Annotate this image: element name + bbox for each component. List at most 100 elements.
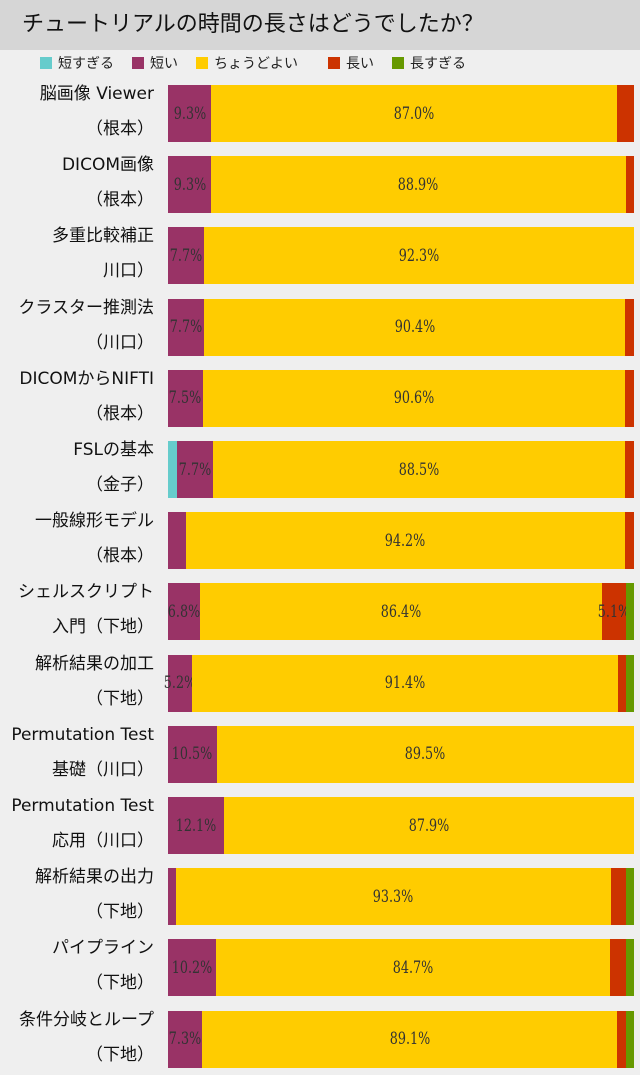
data-label: 10.2% [171,957,213,978]
legend-item: 長すぎる [392,53,466,73]
bar-segment-2: 7.7% [168,298,204,356]
bar-row: Permutation Test 基礎（川口） 10.5% 89.5% [0,725,640,783]
bar-row: シェルスクリプト入門（下地） 6.8% 86.4% 5.1% [0,582,640,641]
category-label-line: Permutation Test [11,724,154,745]
stacked-bar: 10.2% 84.7% [168,939,634,997]
stacked-bar: 93.3% [168,868,634,926]
bar-segment-4 [625,156,634,214]
category-label-line: 解析結果の加工 [35,653,154,674]
category-label: クラスター推測法 （川口） [0,291,154,361]
stacked-bar: 10.5% 89.5% [168,725,634,783]
category-label-line: （川口） [86,332,154,353]
bar-segment-3: 87.0% [211,85,617,142]
bar-segment-3: 91.4% [192,654,619,712]
data-label: 93.3% [373,886,414,907]
bar-row: クラスター推測法 （川口） 7.7% 90.4% [0,298,640,356]
bar-segment-5 [626,654,634,712]
bar-segment-2: 9.3% [168,85,212,142]
category-label: 解析結果の出力 （下地） [0,860,154,930]
category-label-line: 脳画像 Viewer [39,84,154,104]
category-label-line: （下地） [86,973,154,994]
category-label: 解析結果の加工 （下地） [0,647,154,717]
bar-row: 多重比較補正 川口） 7.7% 92.3% [0,226,640,285]
data-label: 88.9% [398,174,439,195]
category-label: DICOMからNIFTI （根本） [0,362,154,432]
bar-segment-2: 7.5% [168,369,203,427]
stacked-bar: 7.3% 89.1% [168,1010,634,1068]
legend-label: 短すぎる [58,56,114,72]
data-label: 87.9% [408,815,450,836]
bar-segment-4 [625,441,634,498]
data-label: 88.5% [398,459,440,480]
category-label: 条件分岐とループ （下地） [0,1003,154,1073]
bar-segment-4 [616,85,634,142]
bar-segment-1 [168,441,177,498]
stacked-bar: 5.2% 91.4% [164,654,634,712]
data-label: 89.1% [389,1029,430,1050]
bar-segment-2: 7.7% [176,441,213,498]
bar-segment-3: 88.5% [212,441,626,498]
data-label: 5.2% [163,673,197,694]
bar-segment-2 [168,868,176,926]
category-label-line: 解析結果の出力 [35,867,154,888]
legend-swatch [392,57,404,69]
bar-row: Permutation Test 応用（川口） 12.1% 87.9% [0,796,640,854]
category-label-line: 入門（下地） [52,617,154,638]
category-label: FSLの基本 （金子） [0,433,154,503]
stacked-bar: 6.8% 86.4% 5.1% [167,583,634,641]
category-label-line: 条件分岐とループ [19,1009,154,1030]
category-label: DICOM画像 （根本） [0,148,154,218]
category-label-line: シェルスクリプト [18,582,154,603]
bar-row: 解析結果の加工 （下地） 5.2% 91.4% [0,654,640,712]
bar-segment-3: 89.5% [216,725,634,783]
category-label: 多重比較補正 川口） [0,219,154,289]
stacked-bar: 7.7% 92.3% [168,227,634,285]
category-label-line: DICOM画像 [61,155,154,176]
bar-segment-4: 5.1% [598,583,630,641]
data-label: 90.6% [393,388,435,409]
data-label: 5.1% [597,601,631,622]
legend-label: 短い [150,56,178,72]
bar-segment-2: 7.7% [168,227,204,285]
data-label: 10.5% [172,744,213,765]
data-label: 9.3% [173,103,206,124]
bar-row: 脳画像 Viewer （根本） 9.3% 87.0% [0,84,640,142]
category-label-line: （根本） [86,546,154,567]
stacked-bar: 7.5% 90.6% [168,369,634,427]
bar-segment-5 [625,1010,634,1068]
legend-label: 長い [346,56,374,72]
category-label-line: 応用（川口） [52,831,154,851]
category-label: Permutation Test 基礎（川口） [0,718,154,788]
bar-segment-5 [626,583,634,641]
legend-swatch [196,57,208,69]
data-label: 94.2% [385,530,426,551]
data-label: 12.1% [175,815,217,836]
data-label: 86.4% [380,601,422,622]
category-label-line: 基礎（川口） [52,759,154,780]
bar-segment-5 [626,868,634,926]
data-label: 89.5% [405,744,446,765]
stacked-bar: 9.3% 87.0% [168,85,634,142]
bar-segment-5 [626,939,634,997]
bar-segment-3: 90.4% [203,298,626,356]
bar-segment-3: 90.6% [202,369,626,427]
legend-item: ちょうどよい [196,53,298,73]
bar-row: DICOM画像 （根本） 9.3% 88.9% [0,155,640,214]
data-label: 6.8% [167,601,201,622]
stacked-bar: 9.3% 88.9% [168,156,634,214]
data-label: 87.0% [393,103,435,124]
legend-swatch [132,57,144,69]
data-label: 7.7% [178,459,211,480]
bar-row: 解析結果の出力 （下地） 93.3% [0,867,640,926]
bar-segment-3: 87.9% [224,797,634,854]
data-label: 84.7% [392,957,434,978]
bar-segment-3: 88.9% [211,156,626,214]
bar-segment-3: 92.3% [203,227,634,285]
category-label-line: （下地） [86,688,154,709]
bar-segment-2: 6.8% [167,583,201,641]
chart-title: チュートリアルの時間の長さはどうでしたか？ [0,0,640,50]
bar-segment-3: 89.1% [202,1010,618,1068]
data-label: 91.4% [384,673,426,694]
bar-segment-4 [610,939,627,997]
category-label: 一般線形モデル （根本） [0,504,154,574]
